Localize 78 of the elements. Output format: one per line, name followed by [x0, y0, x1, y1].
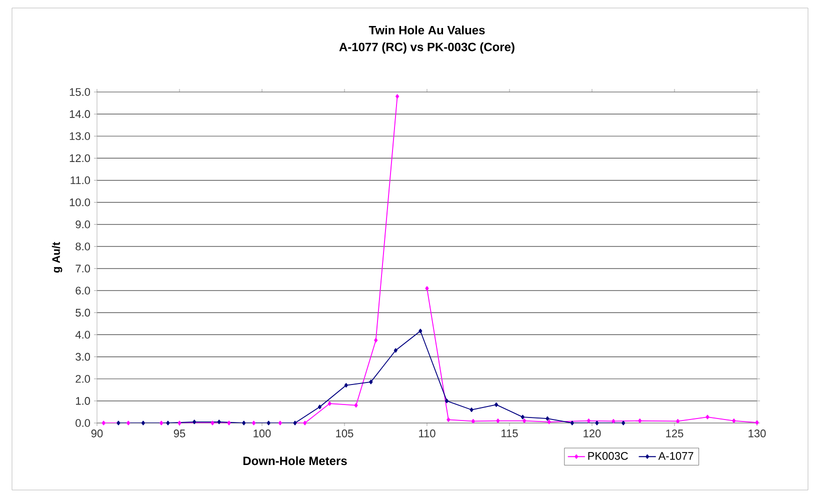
point [676, 418, 680, 424]
point [210, 420, 214, 426]
point [612, 418, 616, 424]
y-tick-label: 0.0 [76, 419, 90, 427]
y-tick-label: 10.0 [70, 198, 90, 206]
point [318, 404, 322, 410]
point [328, 401, 332, 406]
y-tick-label: 1.0 [76, 397, 90, 405]
chart-subtitle: A-1077 (RC) vs PK-003C (Core) [339, 42, 514, 54]
point [396, 94, 400, 99]
point [425, 286, 429, 291]
point [595, 420, 599, 426]
x-tick-label: 115 [502, 430, 518, 438]
legend-label: PK003C [588, 452, 628, 460]
y-tick-label: 15.0 [70, 88, 90, 96]
point [126, 420, 130, 426]
point [706, 414, 710, 420]
point [586, 418, 590, 424]
y-tick-label: 5.0 [76, 308, 90, 317]
x-tick-label: 130 [748, 430, 766, 438]
point [570, 420, 574, 426]
y-tick-label: 7.0 [76, 264, 90, 272]
y-tick-label: 9.0 [76, 220, 90, 228]
point [166, 420, 170, 426]
legend-label: A-1077 [658, 452, 694, 460]
point [293, 420, 297, 426]
point [520, 414, 524, 420]
point [547, 420, 551, 424]
point [266, 420, 270, 426]
point [446, 417, 450, 422]
point [369, 380, 373, 384]
point [622, 420, 626, 426]
y-tick-label: 6.0 [76, 286, 90, 294]
y-tick-label: 8.0 [76, 242, 90, 250]
x-tick-label: 90 [91, 430, 103, 438]
x-tick-label: 125 [666, 430, 684, 438]
point [116, 420, 120, 426]
x-tick-label: 95 [174, 430, 186, 438]
point [192, 420, 196, 424]
point [522, 418, 526, 424]
y-tick-label: 13.0 [70, 132, 90, 140]
point [732, 418, 736, 424]
point [471, 418, 475, 424]
point [445, 398, 449, 404]
point [252, 420, 256, 426]
y-tick-label: 2.0 [76, 374, 90, 383]
x-axis-title: Down-Hole Meters [243, 456, 347, 466]
y-tick-label: 11.0 [70, 176, 90, 184]
point [755, 420, 759, 425]
point [638, 418, 642, 424]
y-tick-label: 12.0 [70, 154, 90, 162]
point [141, 420, 145, 426]
y-tick-label: 14.0 [70, 110, 90, 118]
point [217, 420, 221, 424]
point [418, 328, 422, 334]
y-tick-label: 3.0 [76, 352, 90, 361]
point [160, 420, 164, 426]
x-tick-label: 105 [336, 430, 354, 438]
chart-title: Twin Hole Au Values [368, 26, 485, 34]
point [546, 416, 550, 421]
x-tick-label: 120 [584, 430, 601, 438]
y-axis-title: g Au/t [52, 242, 62, 273]
point [227, 420, 231, 426]
point [496, 418, 500, 424]
point [278, 420, 282, 426]
point [494, 402, 498, 407]
x-tick-label: 100 [254, 430, 271, 438]
y-tick-label: 4.0 [75, 330, 90, 339]
point [102, 420, 106, 426]
x-tick-label: 110 [419, 430, 436, 438]
point [374, 338, 378, 342]
point [303, 420, 307, 426]
point [354, 403, 358, 408]
point [178, 420, 182, 426]
point [394, 348, 398, 353]
point [344, 383, 348, 388]
point [470, 408, 474, 412]
point [242, 420, 246, 426]
